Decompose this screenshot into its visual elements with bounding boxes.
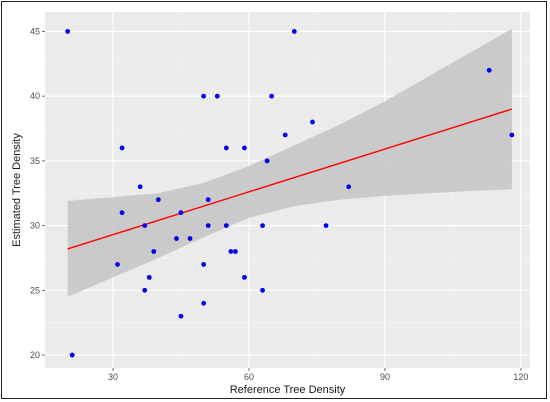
y-tick-label: 30 (30, 221, 40, 231)
data-point (146, 274, 152, 280)
data-point (214, 93, 220, 99)
data-point (137, 184, 143, 190)
data-point (201, 93, 207, 99)
data-point (509, 132, 515, 138)
data-point (260, 287, 265, 293)
y-tick-label: 25 (30, 285, 40, 295)
confidence-band (67, 28, 512, 297)
y-tick-label: 45 (30, 26, 40, 36)
y-axis-ticks: 20 25 30 35 40 45 (30, 26, 45, 360)
data-point (151, 249, 157, 254)
x-tick-label: 60 (244, 372, 254, 382)
x-tick-label: 30 (108, 372, 118, 382)
data-point (205, 197, 211, 203)
data-point (269, 93, 275, 99)
data-point (242, 274, 247, 280)
y-tick-label: 35 (30, 156, 40, 166)
data-point (346, 184, 352, 190)
data-point (310, 119, 315, 125)
data-point (178, 210, 184, 216)
data-point (242, 145, 247, 151)
data-point (187, 236, 193, 241)
y-axis-title: Estimated Tree Density (11, 133, 23, 247)
x-axis-title: Reference Tree Density (230, 384, 346, 396)
data-point (119, 210, 125, 216)
data-point (228, 249, 234, 254)
data-point (223, 145, 229, 151)
data-point (323, 223, 329, 229)
data-point (174, 236, 179, 241)
data-point (205, 223, 211, 229)
data-point (178, 313, 184, 319)
x-tick-label: 120 (513, 372, 528, 382)
data-point (65, 29, 71, 34)
data-point (115, 262, 120, 267)
y-tick-label: 20 (30, 350, 40, 360)
data-point (119, 145, 125, 151)
trend-line (67, 108, 513, 250)
data-point (142, 287, 148, 293)
data-point (232, 249, 238, 254)
data-point (201, 262, 207, 267)
data-point (264, 158, 270, 164)
x-axis-ticks: 30 60 90 120 (108, 368, 528, 382)
grid-major (45, 12, 530, 368)
y-tick-label: 40 (30, 91, 40, 101)
data-points (65, 29, 515, 358)
data-point (291, 29, 297, 34)
data-point (486, 67, 492, 73)
data-point (223, 223, 229, 229)
x-tick-label: 90 (380, 372, 390, 382)
data-point (155, 197, 161, 203)
data-point (142, 223, 148, 229)
data-point (201, 300, 207, 306)
data-point (69, 352, 75, 358)
data-point (282, 132, 288, 138)
data-point (260, 223, 265, 229)
